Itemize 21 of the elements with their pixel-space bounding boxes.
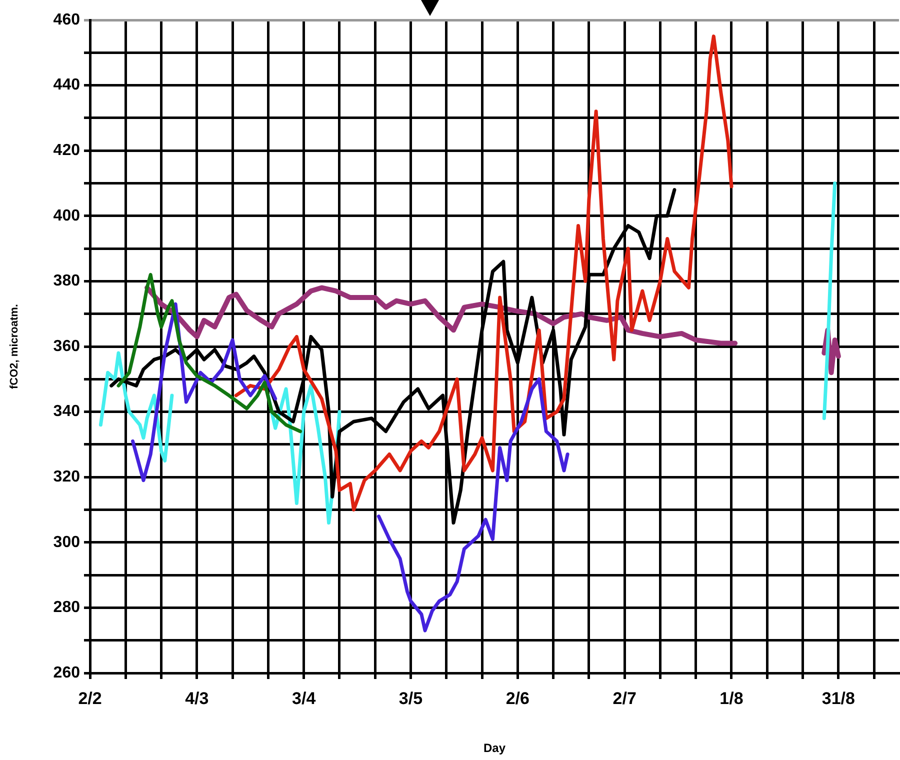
y-tick-label: 320 bbox=[53, 468, 80, 486]
y-tick-label: 340 bbox=[53, 403, 80, 420]
x-tick-label: 3/4 bbox=[292, 688, 316, 708]
y-axis-title: fCO2, microatm. bbox=[8, 304, 21, 389]
x-tick-label: 2/2 bbox=[78, 688, 102, 708]
x-tick-label: 1/8 bbox=[720, 688, 744, 708]
y-tick-label: 280 bbox=[53, 599, 80, 616]
x-tick-label: 31/8 bbox=[822, 688, 855, 708]
x-tick-label: 2/6 bbox=[506, 688, 530, 708]
y-tick-label: 380 bbox=[53, 272, 80, 290]
x-axis-title: Day bbox=[483, 741, 506, 756]
x-tick-label: 4/3 bbox=[185, 688, 209, 708]
y-tick-label: 260 bbox=[53, 664, 80, 682]
y-tick-label: 300 bbox=[53, 534, 80, 551]
x-tick-label: 2/7 bbox=[612, 688, 636, 708]
y-tick-label: 460 bbox=[53, 11, 80, 28]
y-tick-label: 360 bbox=[53, 338, 80, 355]
y-tick-label: 400 bbox=[53, 207, 80, 224]
y-tick-label: 440 bbox=[53, 76, 80, 94]
x-tick-label: 3/5 bbox=[398, 688, 423, 708]
y-tick-label: 420 bbox=[53, 142, 80, 160]
